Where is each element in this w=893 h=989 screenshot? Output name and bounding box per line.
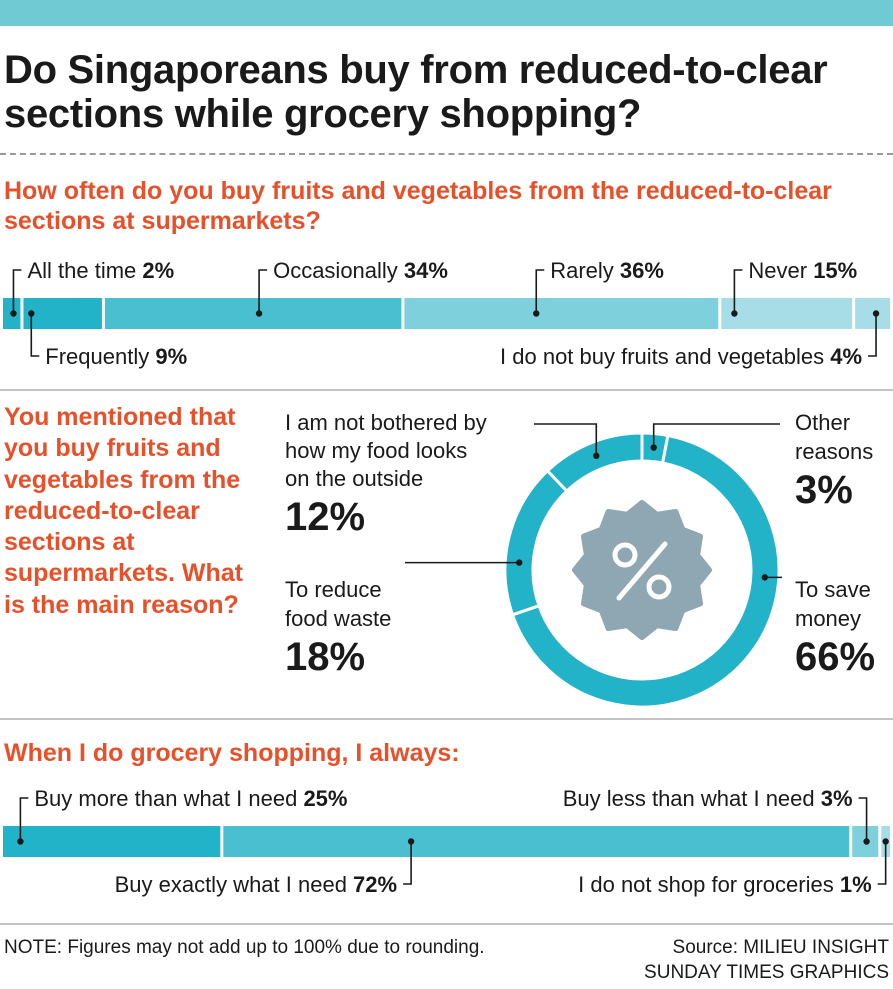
segment-label: Buy less than what I need 3%	[563, 786, 853, 811]
segment-label: Never 15%	[748, 258, 857, 283]
footnote: NOTE: Figures may not add up to 100% due…	[4, 937, 485, 958]
leader-line	[534, 423, 598, 456]
leader-line	[258, 269, 268, 314]
value-label: 25%	[303, 786, 347, 811]
category-label: Occasionally	[273, 258, 404, 283]
percent-slash	[616, 541, 668, 601]
donut-slice	[503, 468, 569, 617]
label-line: I am not bothered by	[285, 410, 487, 435]
label-line: how my food looks	[285, 438, 467, 463]
percent-dot	[612, 542, 638, 568]
label-line: reasons	[795, 439, 873, 464]
graphics-credit: SUNDAY TIMES GRAPHICS	[644, 962, 889, 983]
donut-category-label: I am not bothered by how my food looks on …	[285, 410, 487, 491]
label-line: To save	[795, 577, 871, 602]
percent-dot	[646, 574, 672, 600]
bar-segment	[721, 298, 853, 329]
leader-line	[652, 423, 780, 448]
donut-category-label: To save money	[795, 577, 871, 631]
label-line: on the outside	[285, 466, 423, 491]
frequency-bar-chart: All the time 2% Frequently 9% Occasionally…	[3, 258, 890, 369]
question-frequency: How often do you buy fruits and vegetabl…	[4, 177, 832, 235]
category-label: Buy exactly what I need	[115, 872, 353, 897]
value-label: 2%	[142, 258, 174, 283]
label-line: Other	[795, 410, 850, 435]
category-label: Never	[748, 258, 813, 283]
value-label: 36%	[620, 258, 664, 283]
donut-value-label: 3%	[795, 468, 853, 512]
value-label: 4%	[830, 344, 862, 369]
bar-segment	[223, 826, 850, 857]
donut-category-label: Other reasons	[795, 410, 873, 464]
leader-line	[535, 269, 545, 314]
leader-line	[858, 797, 868, 842]
leader-line	[30, 313, 40, 357]
donut-value-label: 12%	[285, 495, 365, 539]
segment-label: I do not buy fruits and vegetables 4%	[500, 344, 862, 369]
top-accent-bar	[0, 0, 893, 26]
shopping-bar-chart: Buy more than what I need 25% Buy exactly…	[3, 786, 890, 897]
segment-label: Buy exactly what I need 72%	[115, 872, 398, 897]
section-divider	[0, 389, 893, 391]
label-line: money	[795, 606, 861, 631]
label-line: food waste	[285, 606, 391, 631]
value-label: 72%	[353, 872, 397, 897]
reason-donut-chart: I am not bothered by how my food looks on …	[285, 410, 875, 709]
bar-segment	[404, 298, 719, 329]
value-label: 9%	[155, 344, 187, 369]
leader-line	[19, 797, 29, 842]
source-credit: Source: MILIEU INSIGHT SUNDAY TIMES GRAP…	[644, 935, 889, 985]
category-label: Rarely	[550, 258, 620, 283]
leader-line	[12, 269, 22, 314]
leader-line	[733, 269, 743, 314]
value-label: 3%	[821, 786, 853, 811]
category-label: I do not shop for groceries	[578, 872, 840, 897]
bar-segment	[23, 298, 102, 329]
donut-category-label: To reduce food waste	[285, 577, 391, 631]
question-shopping-habit: When I do grocery shopping, I always:	[4, 739, 460, 767]
page-title: Do Singaporeans buy from reduced-to-clea…	[4, 48, 828, 136]
category-label: Frequently	[45, 344, 155, 369]
donut-slice	[545, 431, 644, 494]
bar-segment	[104, 298, 402, 329]
title-divider	[0, 153, 893, 155]
leader-line	[877, 841, 887, 885]
donut-value-label: 66%	[795, 635, 875, 679]
category-label: Buy more than what I need	[34, 786, 303, 811]
category-label: Buy less than what I need	[563, 786, 821, 811]
value-label: 15%	[813, 258, 857, 283]
bar-segment	[3, 826, 221, 857]
segment-label: Frequently 9%	[45, 344, 187, 369]
leader-line	[403, 841, 412, 885]
segment-label: All the time 2%	[27, 258, 174, 283]
section-divider	[0, 718, 893, 720]
question-reason: You mentioned that you buy fruits and ve…	[4, 403, 243, 619]
category-label: I do not buy fruits and vegetables	[500, 344, 830, 369]
source-text: Source: MILIEU INSIGHT	[672, 937, 889, 958]
leader-line	[868, 313, 877, 357]
donut-value-label: 18%	[285, 635, 365, 679]
segment-label: I do not shop for groceries 1%	[578, 872, 872, 897]
bar-segment	[855, 298, 890, 329]
donut-slice	[510, 433, 781, 709]
percent-badge-icon	[572, 500, 712, 640]
segment-label: Rarely 36%	[550, 258, 664, 283]
segment-label: Occasionally 34%	[273, 258, 448, 283]
footer-divider	[0, 923, 893, 925]
category-label: All the time	[27, 258, 142, 283]
segment-label: Buy more than what I need 25%	[34, 786, 347, 811]
value-label: 34%	[404, 258, 448, 283]
value-label: 1%	[840, 872, 872, 897]
label-line: To reduce	[285, 577, 382, 602]
